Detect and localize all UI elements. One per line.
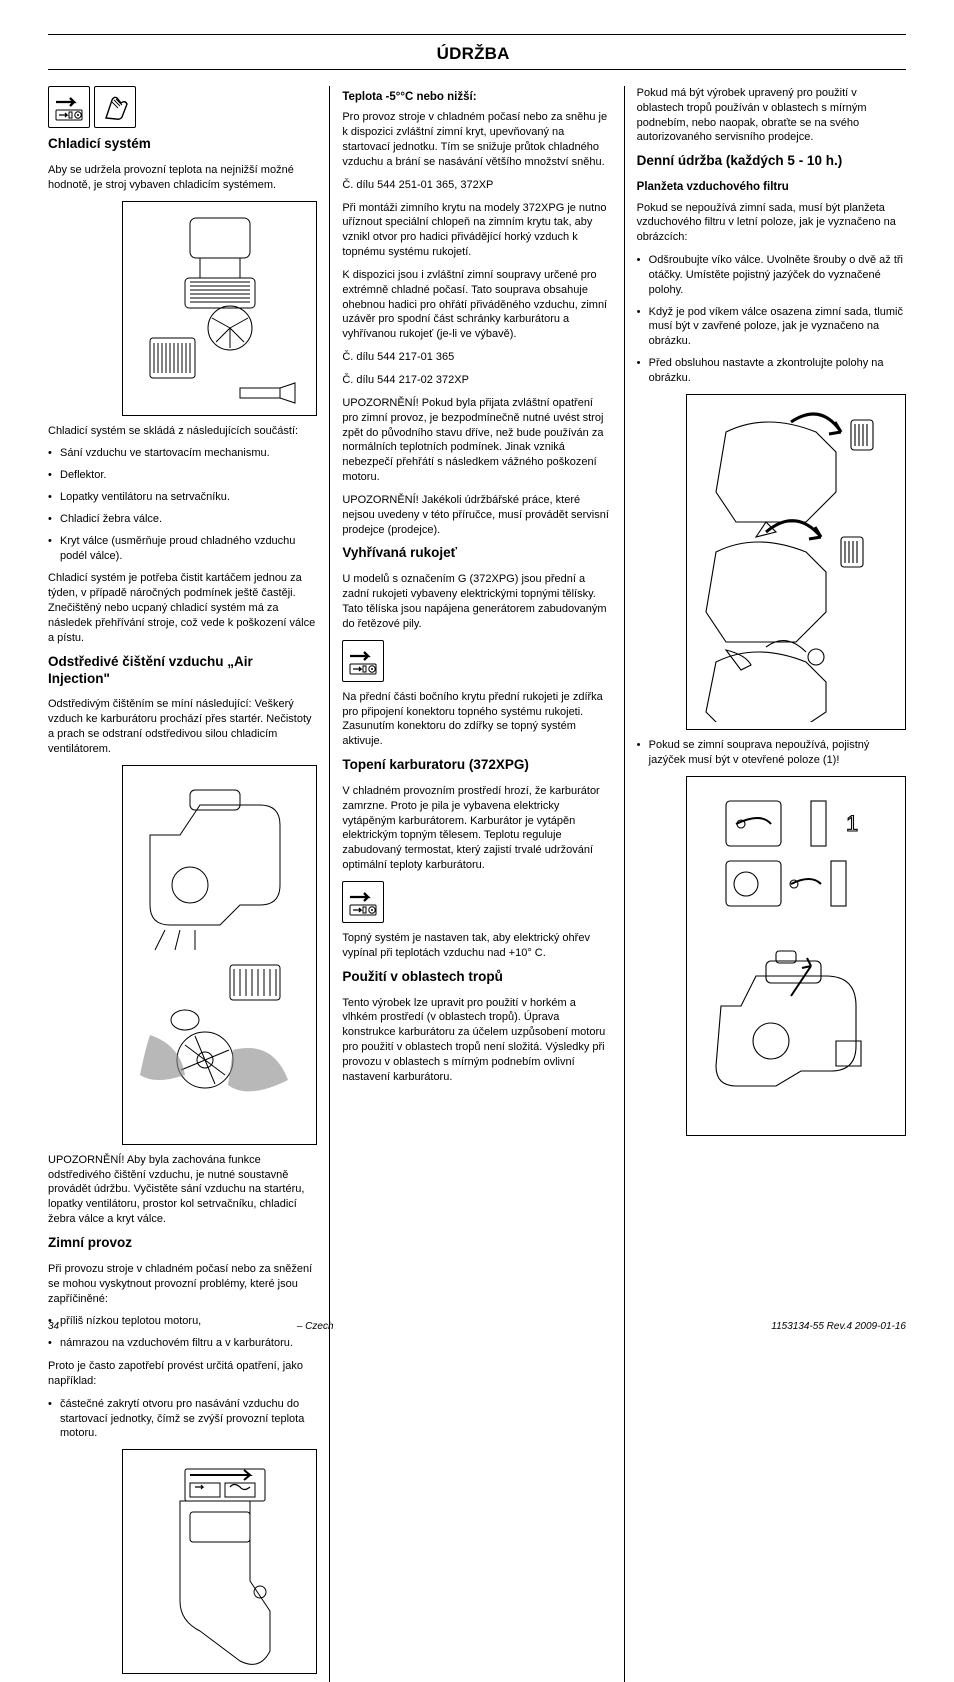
p-c2-4: K dispozici jsou i zvláštní zimní soupra… bbox=[342, 268, 611, 342]
li-c3-3: Před obsluhou nastavte a zkontrolujte po… bbox=[637, 356, 906, 386]
h-carb-heater: Topení karburatoru (372XPG) bbox=[342, 757, 611, 774]
footer: 34 – Czech 1153134-55 Rev.4 2009-01-16 bbox=[48, 1320, 906, 1334]
li-w3: částečné zakrytí otvoru pro nasávání vzd… bbox=[48, 1397, 317, 1442]
li-w2: námrazou na vzduchovém filtru a v karbur… bbox=[48, 1336, 317, 1351]
list-winter-2: částečné zakrytí otvoru pro nasávání vzd… bbox=[48, 1397, 317, 1442]
li-c3-2: Když je pod víkem válce osazena zimní sa… bbox=[637, 305, 906, 350]
p-c3-1: Pokud se nepoužívá zimní sada, musí být … bbox=[637, 201, 906, 246]
fig-air-injection bbox=[122, 765, 317, 1145]
section-title: ÚDRŽBA bbox=[437, 43, 510, 66]
li-4: Chladicí žebra válce. bbox=[48, 512, 317, 527]
svg-text:1: 1 bbox=[846, 811, 858, 836]
p-c3-0: Pokud má být výrobek upravený pro použit… bbox=[637, 86, 906, 145]
icon-row-cooling bbox=[48, 86, 317, 128]
content-columns: Chladicí systém Aby se udržela provozní … bbox=[48, 86, 906, 1682]
p-c2-1: Pro provoz stroje v chladném počasí nebo… bbox=[342, 110, 611, 169]
p-winter-2: Proto je často zapotřebí provést určitá … bbox=[48, 1359, 317, 1389]
li-c3-1: Odšroubujte víko válce. Uvolněte šrouby … bbox=[637, 253, 906, 298]
h-heated-grip: Vyhřívaná rukojeť bbox=[342, 545, 611, 562]
fig-c3-1 bbox=[686, 394, 906, 730]
list-c3-1: Odšroubujte víko válce. Uvolněte šrouby … bbox=[637, 253, 906, 386]
p-c2-3: Při montáži zimního krytu na modely 372X… bbox=[342, 201, 611, 260]
p-cooling-1: Aby se udržela provozní teplota na nejni… bbox=[48, 163, 317, 193]
arrow-machine-icon-3 bbox=[342, 881, 384, 923]
footer-page: 34 bbox=[48, 1320, 59, 1334]
footer-rev: 1153134-55 Rev.4 2009-01-16 bbox=[771, 1320, 906, 1334]
h-winter: Zimní provoz bbox=[48, 1235, 317, 1252]
li-2: Deflektor. bbox=[48, 468, 317, 483]
fig-cooling bbox=[122, 201, 317, 416]
li-5: Kryt válce (usměrňuje proud chladného vz… bbox=[48, 534, 317, 564]
h-cold-temp: Teplota -5°°C nebo nižší: bbox=[342, 90, 611, 104]
p-c2-7: UPOZORNĚNÍ! Pokud byla přijata zvláštní … bbox=[342, 396, 611, 485]
fig-winter-cover bbox=[122, 1449, 317, 1674]
p-c2-2: Č. dílu 544 251-01 365, 372XP bbox=[342, 178, 611, 193]
h-tropic: Použití v oblastech tropů bbox=[342, 969, 611, 986]
h-filter-blade: Planžeta vzduchového filtru bbox=[637, 180, 906, 194]
p-c2-12: Topný systém je nastaven tak, aby elektr… bbox=[342, 931, 611, 961]
footer-lang: – Czech bbox=[297, 1320, 334, 1334]
p-c2-10: Na přední části bočního krytu přední ruk… bbox=[342, 690, 611, 749]
p-c2-11: V chladném provozním prostředí hrozí, že… bbox=[342, 784, 611, 873]
glove-icon bbox=[94, 86, 136, 128]
li-c3-4: Pokud se zimní souprava nepoužívá, pojis… bbox=[637, 738, 906, 768]
h-cooling-system: Chladicí systém bbox=[48, 136, 317, 153]
col-3: Pokud má být výrobek upravený pro použit… bbox=[625, 86, 906, 1682]
col-2: Teplota -5°°C nebo nižší: Pro provoz str… bbox=[330, 86, 623, 1682]
col-1: Chladicí systém Aby se udržela provozní … bbox=[48, 86, 329, 1682]
p-c2-8: UPOZORNĚNÍ! Jakékoli údržbářské práce, k… bbox=[342, 493, 611, 538]
list-c3-2: Pokud se zimní souprava nepoužívá, pojis… bbox=[637, 738, 906, 768]
p-c2-9: U modelů s označením G (372XPG) jsou pře… bbox=[342, 572, 611, 631]
p-cooling-3: Chladicí systém je potřeba čistit kartáč… bbox=[48, 571, 317, 645]
p-air-1: Odstředivým čištěním se míní následující… bbox=[48, 697, 317, 756]
p-cooling-2: Chladicí systém se skládá z následujícíc… bbox=[48, 424, 317, 439]
h-air-injection: Odstředivé čištění vzduchu „Air Injectio… bbox=[48, 654, 317, 688]
h-daily-maint: Denní údržba (každých 5 - 10 h.) bbox=[637, 153, 906, 170]
p-c2-6: Č. dílu 544 217-02 372XP bbox=[342, 373, 611, 388]
section-header-row: 34 ÚDRŽBA bbox=[48, 35, 906, 69]
li-3: Lopatky ventilátoru na setrvačníku. bbox=[48, 490, 317, 505]
p-winter-1: Při provozu stroje v chladném počasí neb… bbox=[48, 1262, 317, 1307]
icon-row-carb bbox=[342, 881, 611, 923]
arrow-machine-icon bbox=[48, 86, 90, 128]
fig-c3-2: 1 bbox=[686, 776, 906, 1136]
icon-row-heated bbox=[342, 640, 611, 682]
list-cooling: Sání vzduchu ve startovacím mechanismu. … bbox=[48, 446, 317, 563]
li-1: Sání vzduchu ve startovacím mechanismu. bbox=[48, 446, 317, 461]
p-c2-13: Tento výrobek lze upravit pro použití v … bbox=[342, 996, 611, 1085]
arrow-machine-icon-2 bbox=[342, 640, 384, 682]
p-c2-5: Č. dílu 544 217-01 365 bbox=[342, 350, 611, 365]
mid-rule bbox=[48, 69, 906, 70]
p-air-2: UPOZORNĚNÍ! Aby byla zachována funkce od… bbox=[48, 1153, 317, 1227]
